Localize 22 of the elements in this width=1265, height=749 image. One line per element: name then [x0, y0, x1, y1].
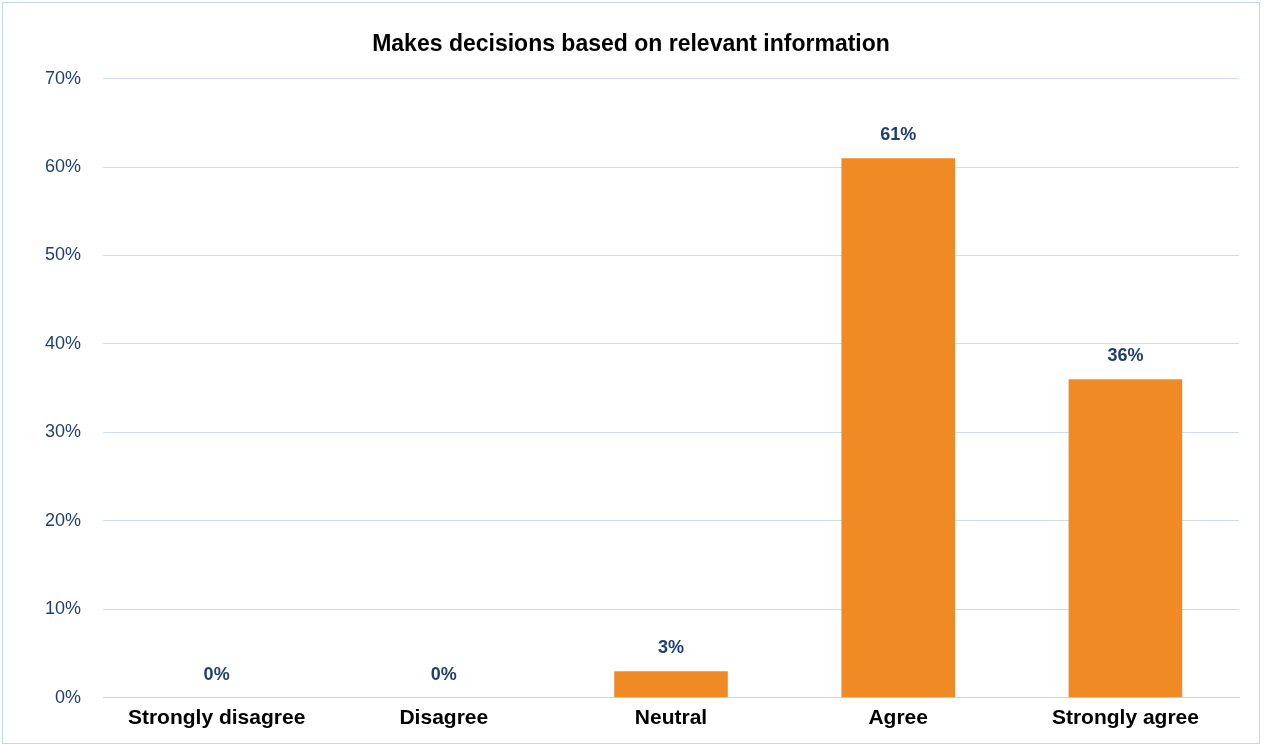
- chart-title: Makes decisions based on relevant information: [372, 30, 890, 57]
- y-tick-label: 70%: [45, 67, 82, 88]
- bar: [614, 671, 728, 698]
- y-tick-label: 40%: [45, 332, 82, 353]
- x-tick-label: Disagree: [399, 705, 489, 729]
- x-tick-label: Strongly agree: [1051, 705, 1199, 729]
- y-tick-label: 0%: [55, 686, 82, 707]
- data-label: 36%: [1107, 345, 1144, 366]
- x-tick-label: Agree: [868, 705, 928, 729]
- x-tick-label: Strongly disagree: [127, 705, 306, 729]
- data-label: 0%: [203, 663, 230, 684]
- data-label: 61%: [880, 124, 917, 145]
- x-tick-label: Neutral: [634, 705, 708, 729]
- y-tick-label: 20%: [45, 509, 82, 530]
- y-tick-label: 50%: [45, 244, 82, 265]
- data-label: 3%: [658, 637, 685, 658]
- data-label: 0%: [430, 663, 457, 684]
- y-tick-label: 30%: [45, 421, 82, 442]
- y-tick-label: 10%: [45, 598, 82, 619]
- bar: [841, 158, 956, 698]
- bar: [1068, 379, 1183, 698]
- y-tick-label: 60%: [45, 156, 82, 177]
